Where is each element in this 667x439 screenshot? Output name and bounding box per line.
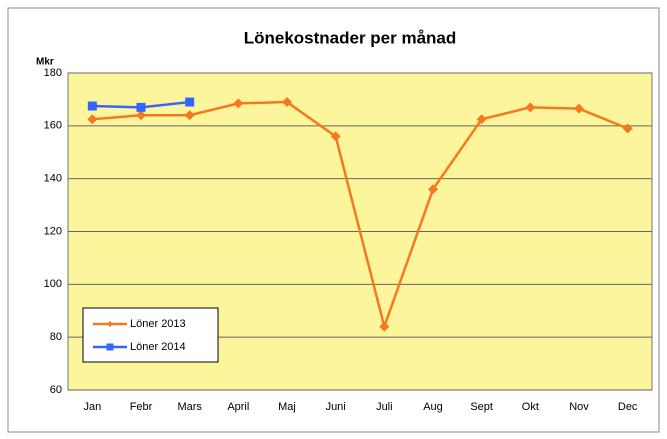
marker xyxy=(574,103,584,114)
x-tick-label: Juni xyxy=(326,401,346,413)
y-axis-label: Mkr xyxy=(36,57,54,68)
marker xyxy=(428,184,438,195)
x-tick-label: Febr xyxy=(130,401,153,413)
marker xyxy=(87,101,97,111)
x-tick-label: Jan xyxy=(83,401,101,413)
legend-label: Löner 2013 xyxy=(130,318,186,330)
marker xyxy=(136,110,146,121)
marker xyxy=(330,131,341,142)
marker xyxy=(184,110,195,121)
x-tick-label: Mars xyxy=(177,401,202,413)
marker xyxy=(282,97,292,108)
x-tick-label: April xyxy=(227,401,249,413)
x-tick-label: Maj xyxy=(278,401,296,413)
x-tick-label: Nov xyxy=(569,401,589,413)
y-tick-label: 180 xyxy=(44,67,62,79)
marker xyxy=(185,97,195,107)
marker xyxy=(87,114,98,125)
series-line xyxy=(92,100,629,331)
legend-box xyxy=(82,307,219,363)
y-tick-label: 140 xyxy=(44,173,62,185)
x-tick-label: Sept xyxy=(470,401,493,413)
y-tick-label: 100 xyxy=(44,278,62,290)
x-tick-label: Aug xyxy=(423,401,443,413)
chart-title: Lönekostnader per månad xyxy=(244,28,457,47)
marker xyxy=(233,98,244,109)
x-tick-label: Dec xyxy=(618,401,638,413)
legend-marker xyxy=(106,343,114,351)
marker xyxy=(136,102,146,112)
y-tick-label: 120 xyxy=(44,225,62,237)
x-tick-label: Okt xyxy=(522,401,539,413)
y-tick-label: 60 xyxy=(50,384,62,396)
marker xyxy=(476,114,487,125)
y-tick-label: 160 xyxy=(44,120,62,132)
marker xyxy=(622,123,633,134)
y-tick-label: 80 xyxy=(50,331,62,343)
marker xyxy=(525,102,536,113)
x-tick-label: Juli xyxy=(376,401,393,413)
legend-label: Löner 2014 xyxy=(130,341,186,353)
marker xyxy=(379,321,390,332)
legend-marker xyxy=(107,321,113,327)
